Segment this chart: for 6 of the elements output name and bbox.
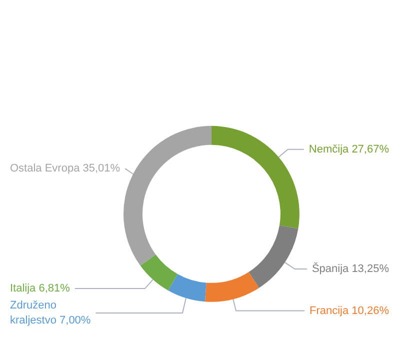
slice-label: Združeno kraljestvo 7,00% xyxy=(10,300,91,327)
slice-label: Nemčija 27,67% xyxy=(308,143,390,156)
slice-label: Francija 10,26% xyxy=(310,304,390,317)
slice-label: Španija 13,25% xyxy=(312,262,390,276)
slice-label: Ostala Evropa 35,01% xyxy=(10,162,120,175)
slice-label: Italija 6,81% xyxy=(10,282,70,295)
